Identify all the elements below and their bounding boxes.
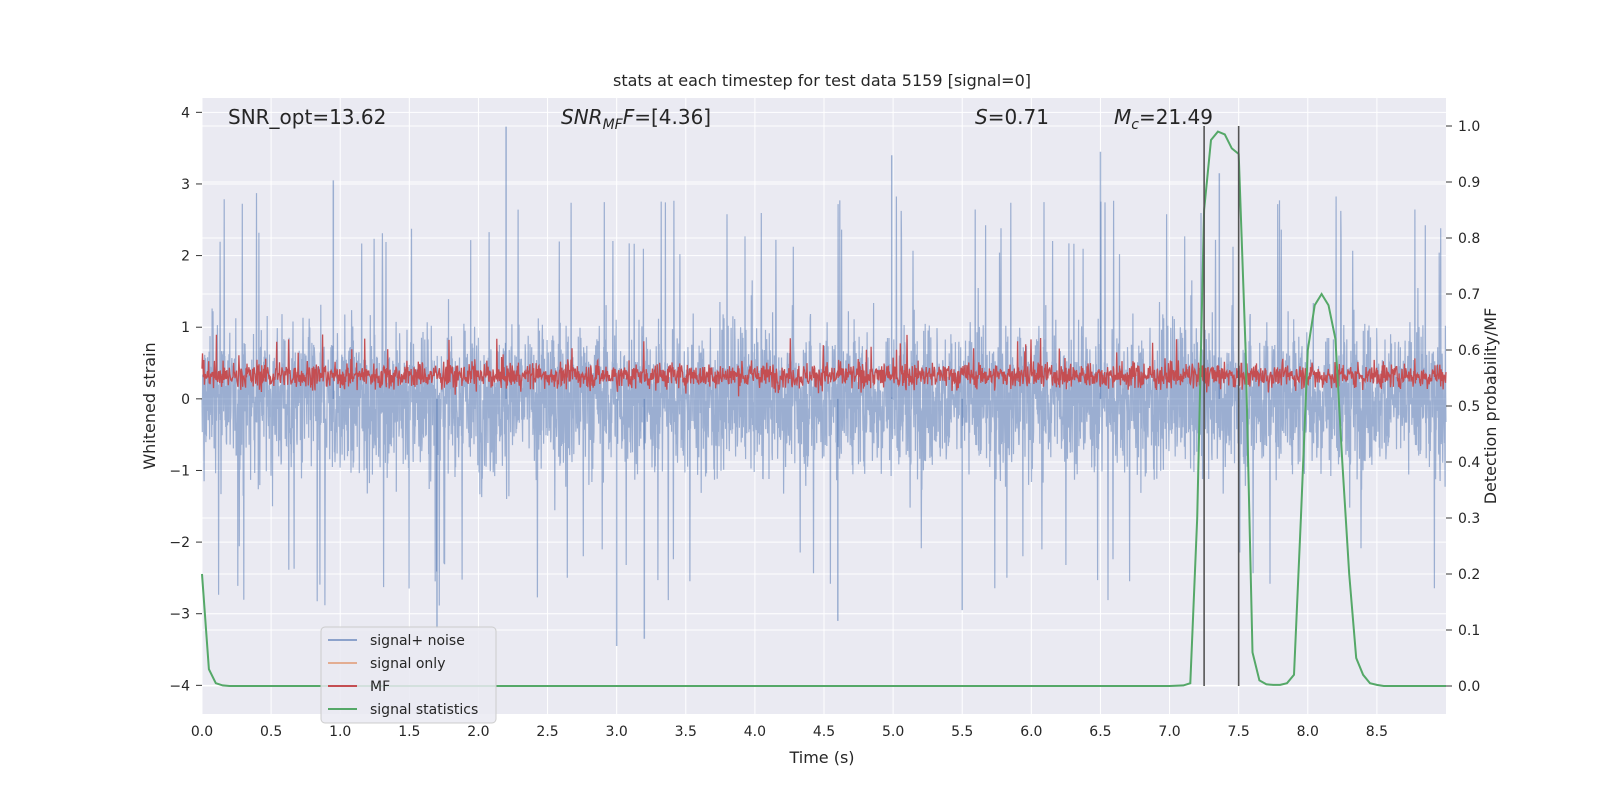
y2-tick-label: 0.2: [1458, 567, 1480, 583]
x-tick-label: 1.5: [398, 724, 420, 740]
y2-tick-label: 0.9: [1458, 175, 1480, 191]
y2-tick-label: 0.5: [1458, 399, 1480, 415]
y2-tick-label: 0.8: [1458, 231, 1480, 247]
s-annotation: S=0.71: [975, 105, 1049, 129]
legend: signal+ noise signal only MF signal stat…: [320, 626, 497, 724]
x-tick-label: 5.0: [882, 724, 904, 740]
legend-label-signal-only: signal only: [370, 656, 445, 672]
x-tick-label: 1.0: [329, 724, 351, 740]
y2-tick-label: 0.7: [1458, 287, 1480, 303]
y-tick-label: −3: [169, 607, 190, 623]
y2-tick-label: 0.4: [1458, 455, 1480, 471]
y-tick-label: 2: [181, 249, 190, 265]
x-tick-label: 3.5: [675, 724, 697, 740]
x-axis-label: Time (s): [788, 748, 854, 767]
y-tick-label: 0: [181, 392, 190, 408]
snr-opt-annotation: SNR_opt=13.62: [228, 105, 386, 129]
x-tick-label: 8.0: [1297, 724, 1319, 740]
legend-label-signal-noise: signal+ noise: [370, 633, 465, 649]
x-tick-label: 0.5: [260, 724, 282, 740]
y-tick-label: 1: [181, 320, 190, 336]
x-tick-label: 7.0: [1158, 724, 1180, 740]
x-tick-label: 6.0: [1020, 724, 1042, 740]
mc-annotation: Mc=21.49: [1114, 105, 1213, 133]
y-tick-labels: 4 3 2 1 0 −1 −2 −3 −4: [169, 105, 202, 694]
y-tick-label: −2: [169, 535, 190, 551]
x-tick-label: 3.0: [606, 724, 628, 740]
legend-label-mf: MF: [370, 679, 390, 695]
x-tick-label: 4.5: [813, 724, 835, 740]
y2-tick-labels: 1.0 0.9 0.8 0.7 0.6 0.5 0.4 0.3 0.2 0.1 0.0: [1446, 119, 1480, 695]
x-tick-label: 2.0: [467, 724, 489, 740]
y2-tick-label: 0.3: [1458, 511, 1480, 527]
y2-tick-label: 0.0: [1458, 679, 1480, 695]
x-tick-label: 4.0: [744, 724, 766, 740]
x-tick-label: 6.5: [1089, 724, 1111, 740]
legend-box: [320, 626, 497, 724]
series-layer: [201, 126, 1447, 687]
vertical-markers: [1203, 126, 1240, 686]
x-tick-label: 0.0: [191, 724, 213, 740]
y-tick-label: −4: [169, 678, 190, 694]
y2-axis-label: Detection probability/MF: [1481, 308, 1500, 505]
snr-mf-annotation: SNRMFF=[4.36]: [561, 105, 711, 133]
legend-label-signal-statistics: signal statistics: [370, 702, 478, 718]
x-tick-labels: 0.0 0.5 1.0 1.5 2.0 2.5 3.0 3.5 4.0 4.5 5.0 5.5 6.0 6…: [191, 724, 1388, 740]
x-tick-label: 2.5: [536, 724, 558, 740]
y2-tick-label: 1.0: [1458, 119, 1480, 135]
chart-title: stats at each timestep for test data 515…: [613, 71, 1031, 90]
x-tick-label: 7.5: [1228, 724, 1250, 740]
y2-tick-label: 0.6: [1458, 343, 1480, 359]
y-tick-label: 3: [181, 177, 190, 193]
y-tick-label: −1: [169, 463, 190, 479]
y-axis-label: Whitened strain: [140, 342, 159, 469]
y2-tick-label: 0.1: [1458, 623, 1480, 639]
y-tick-label: 4: [181, 105, 190, 121]
x-tick-label: 8.5: [1366, 724, 1388, 740]
x-tick-label: 5.5: [951, 724, 973, 740]
